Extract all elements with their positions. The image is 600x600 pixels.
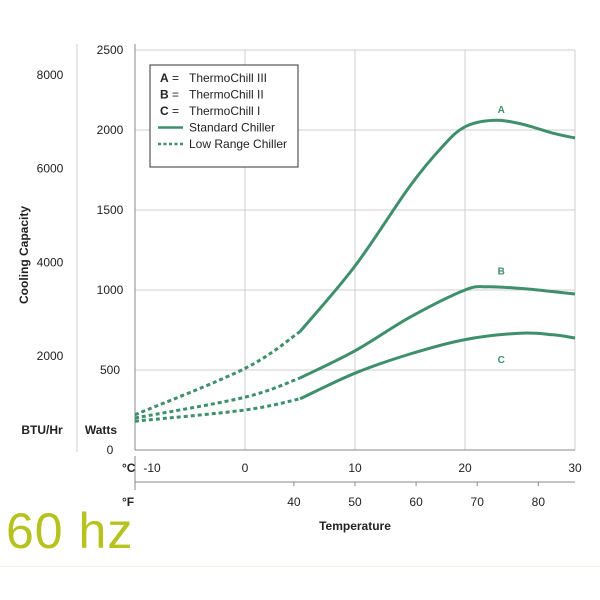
celsius-tick-label: 30 [568, 461, 582, 475]
btu-tick-label: 6000 [37, 162, 64, 176]
fahrenheit-unit-label: °F [122, 495, 134, 509]
bottom-divider [0, 566, 600, 567]
watts-unit-label: Watts [85, 423, 118, 437]
watts-tick-label: 2500 [97, 43, 124, 57]
legend-text: ThermoChill III [189, 71, 267, 85]
curve-label-a: A [498, 105, 505, 116]
legend-text: ThermoChill II [189, 88, 264, 102]
standard-line-a [298, 118, 576, 333]
curve-label-c: C [498, 355, 505, 366]
celsius-unit-label: °C [122, 461, 136, 475]
tick-labels: 0 500 1000 1500 2000 2500 2000 4000 6000 8000 -10 0… [37, 43, 582, 509]
celsius-tick-label: 10 [348, 461, 362, 475]
legend-equals: = [172, 88, 179, 102]
curves: A B C [134, 105, 576, 423]
btu-tick-label: 4000 [37, 255, 64, 269]
legend-box [149, 64, 299, 168]
standard-line-c [299, 331, 576, 401]
series-c: C [134, 331, 576, 423]
x-axis-title: Temperature [319, 519, 391, 533]
low-range-line-a [134, 330, 301, 417]
low-range-line-c [134, 397, 301, 423]
legend-text: Standard Chiller [189, 121, 275, 135]
fahrenheit-tick-label: 80 [532, 495, 546, 509]
fahrenheit-tick-label: 60 [409, 495, 423, 509]
legend-key-c: C [160, 104, 169, 118]
legend-text: ThermoChill I [189, 104, 260, 118]
standard-line-b [299, 285, 576, 380]
watts-tick-label: 1000 [97, 283, 124, 297]
watts-tick-label: 0 [107, 443, 114, 457]
legend-key-a: A [160, 71, 169, 85]
fahrenheit-tick-label: 70 [471, 495, 485, 509]
legend-equals: = [172, 104, 179, 118]
frequency-label: 60 hz [6, 503, 134, 559]
celsius-tick-label: -10 [143, 461, 161, 475]
btu-unit-label: BTU/Hr [21, 423, 63, 437]
celsius-tick-label: 0 [242, 461, 249, 475]
celsius-tick-label: 20 [458, 461, 472, 475]
legend-key-b: B [160, 88, 169, 102]
series-a: A [134, 105, 576, 417]
watts-tick-label: 500 [100, 363, 120, 377]
series-b: B [134, 266, 576, 420]
curve-label-b: B [498, 266, 505, 277]
fahrenheit-tick-label: 40 [287, 495, 301, 509]
axes [76, 44, 575, 490]
btu-tick-label: 8000 [37, 68, 64, 82]
legend-equals: = [172, 71, 179, 85]
fahrenheit-tick-label: 50 [348, 495, 362, 509]
low-range-line-b [134, 376, 301, 420]
watts-tick-label: 2000 [97, 123, 124, 137]
legend-text: Low Range Chiller [189, 137, 287, 151]
y-axis-title: Cooling Capacity [17, 206, 31, 304]
btu-tick-label: 2000 [37, 349, 64, 363]
watts-tick-label: 1500 [97, 203, 124, 217]
